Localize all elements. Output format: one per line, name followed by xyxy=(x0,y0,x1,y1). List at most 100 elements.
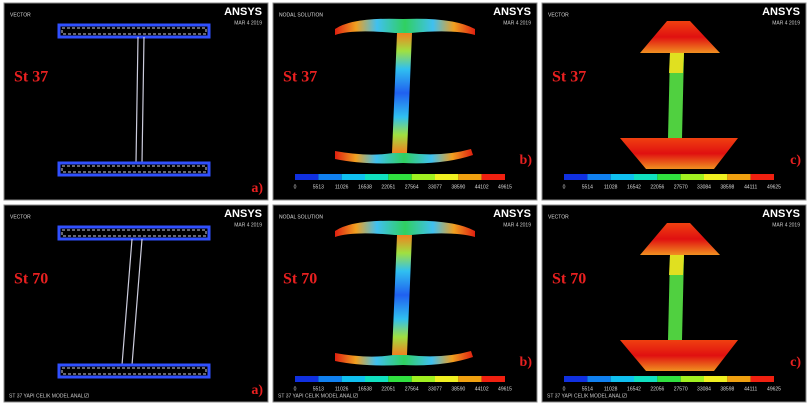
colorbar-segment xyxy=(751,376,774,382)
colorbar-segment xyxy=(388,376,411,382)
colorbar-label: 11026 xyxy=(335,184,349,190)
colorbar-segment xyxy=(751,174,774,180)
colorbar-label: 0 xyxy=(294,184,297,190)
panel-header: NODAL SOLUTION xyxy=(279,12,323,18)
colorbar-label: 38590 xyxy=(451,386,465,392)
colorbar-segment xyxy=(318,376,341,382)
colorbar-segment xyxy=(412,174,435,180)
colorbar-label: 0 xyxy=(563,386,566,392)
panel-background xyxy=(4,205,268,402)
colorbar-label: 27570 xyxy=(674,386,688,392)
material-label: St 70 xyxy=(552,271,586,288)
colorbar-segment xyxy=(365,174,388,180)
panel: VECTORANSYSMAR 4 2019St 70a)ST 37 YAPI C… xyxy=(4,205,268,402)
colorbar-segment xyxy=(435,174,458,180)
material-label: St 37 xyxy=(14,69,48,86)
colorbar-label: 16538 xyxy=(358,184,372,190)
panel-tag: c) xyxy=(790,153,801,168)
colorbar-segment xyxy=(295,376,318,382)
colorbar-label: 5513 xyxy=(313,386,324,392)
panel: VECTOR ANSYS MAR 4 2019 St 70 c) 0 5514 11028 16… xyxy=(542,205,806,402)
colorbar-segment xyxy=(704,174,727,180)
colorbar-segment xyxy=(704,376,727,382)
colorbar-segment xyxy=(435,376,458,382)
colorbar-label: 38598 xyxy=(720,184,734,190)
colorbar-segment xyxy=(564,174,587,180)
colorbar-label: 27570 xyxy=(674,184,688,190)
colorbar-segment xyxy=(657,376,680,382)
panel-header: VECTOR xyxy=(10,214,31,220)
panel-tag: a) xyxy=(251,181,263,196)
panel-tag: b) xyxy=(520,153,533,168)
date: MAR 4 2019 xyxy=(234,20,262,26)
panel-tag: b) xyxy=(520,355,533,370)
colorbar-label: 44111 xyxy=(744,386,757,392)
date: MAR 4 2019 xyxy=(503,20,531,26)
colorbar-label: 44102 xyxy=(475,184,489,190)
footer: ST 37 YAPI CELIK MODEL ANALIZI xyxy=(9,393,89,399)
colorbar-segment xyxy=(681,376,704,382)
colorbar-segment xyxy=(482,376,505,382)
date: MAR 4 2019 xyxy=(772,20,800,26)
colorbar-label: 0 xyxy=(294,386,297,392)
date: MAR 4 2019 xyxy=(772,222,800,228)
colorbar-segment xyxy=(388,174,411,180)
colorbar-label: 27564 xyxy=(405,386,419,392)
colorbar-label: 33084 xyxy=(697,184,711,190)
panel-header: NODAL SOLUTION xyxy=(279,214,323,220)
colorbar-label: 5514 xyxy=(582,184,593,190)
colorbar-label: 5514 xyxy=(582,386,593,392)
colorbar-label: 16542 xyxy=(627,386,641,392)
colorbar-segment xyxy=(412,376,435,382)
panel-header: VECTOR xyxy=(10,12,31,18)
colorbar-segment xyxy=(657,174,680,180)
date: MAR 4 2019 xyxy=(234,222,262,228)
colorbar-label: 33077 xyxy=(428,386,442,392)
colorbar-label: 11028 xyxy=(604,386,618,392)
colorbar-segment xyxy=(318,174,341,180)
ansys-logo: ANSYS xyxy=(762,6,800,18)
colorbar-label: 16538 xyxy=(358,386,372,392)
colorbar-label: 49615 xyxy=(498,184,512,190)
ansys-logo: ANSYS xyxy=(493,208,531,220)
colorbar-segment xyxy=(342,174,365,180)
panel-background xyxy=(4,3,268,200)
panel-header: VECTOR xyxy=(548,214,569,220)
material-label: St 70 xyxy=(283,271,317,288)
colorbar-segment xyxy=(295,174,318,180)
panel-tag: a) xyxy=(251,383,263,398)
colorbar-segment xyxy=(458,376,481,382)
ansys-logo: ANSYS xyxy=(224,6,262,18)
colorbar-label: 44102 xyxy=(475,386,489,392)
web-top xyxy=(669,255,684,275)
colorbar-segment xyxy=(564,376,587,382)
material-label: St 37 xyxy=(283,69,317,86)
colorbar-label: 16542 xyxy=(627,184,641,190)
colorbar-segment xyxy=(727,174,750,180)
colorbar-label: 22056 xyxy=(650,184,664,190)
colorbar-label: 33084 xyxy=(697,386,711,392)
panel-tag: c) xyxy=(790,355,801,370)
colorbar-segment xyxy=(587,174,610,180)
colorbar-segment xyxy=(634,174,657,180)
colorbar-label: 11026 xyxy=(335,386,349,392)
colorbar-label: 49625 xyxy=(767,386,781,392)
colorbar-label: 38590 xyxy=(451,184,465,190)
ansys-logo: ANSYS xyxy=(762,208,800,220)
colorbar-label: 44111 xyxy=(744,184,757,190)
panel: VECTOR ANSYS MAR 4 2019 St 37 a) xyxy=(4,3,268,200)
web-top xyxy=(669,53,684,73)
colorbar-segment xyxy=(587,376,610,382)
colorbar-segment xyxy=(611,174,634,180)
colorbar-label: 22051 xyxy=(381,184,395,190)
colorbar-label: 5513 xyxy=(313,184,324,190)
footer: ST 37 YAPI CELIK MODEL ANALIZI xyxy=(547,393,627,399)
ansys-logo: ANSYS xyxy=(493,6,531,18)
colorbar-label: 27564 xyxy=(405,184,419,190)
material-label: St 37 xyxy=(552,69,586,86)
colorbar-segment xyxy=(458,174,481,180)
figure: VECTOR ANSYS MAR 4 2019 St 37 a) NODAL SOLUTI… xyxy=(0,0,807,405)
colorbar-segment xyxy=(727,376,750,382)
material-label: St 70 xyxy=(14,271,48,288)
